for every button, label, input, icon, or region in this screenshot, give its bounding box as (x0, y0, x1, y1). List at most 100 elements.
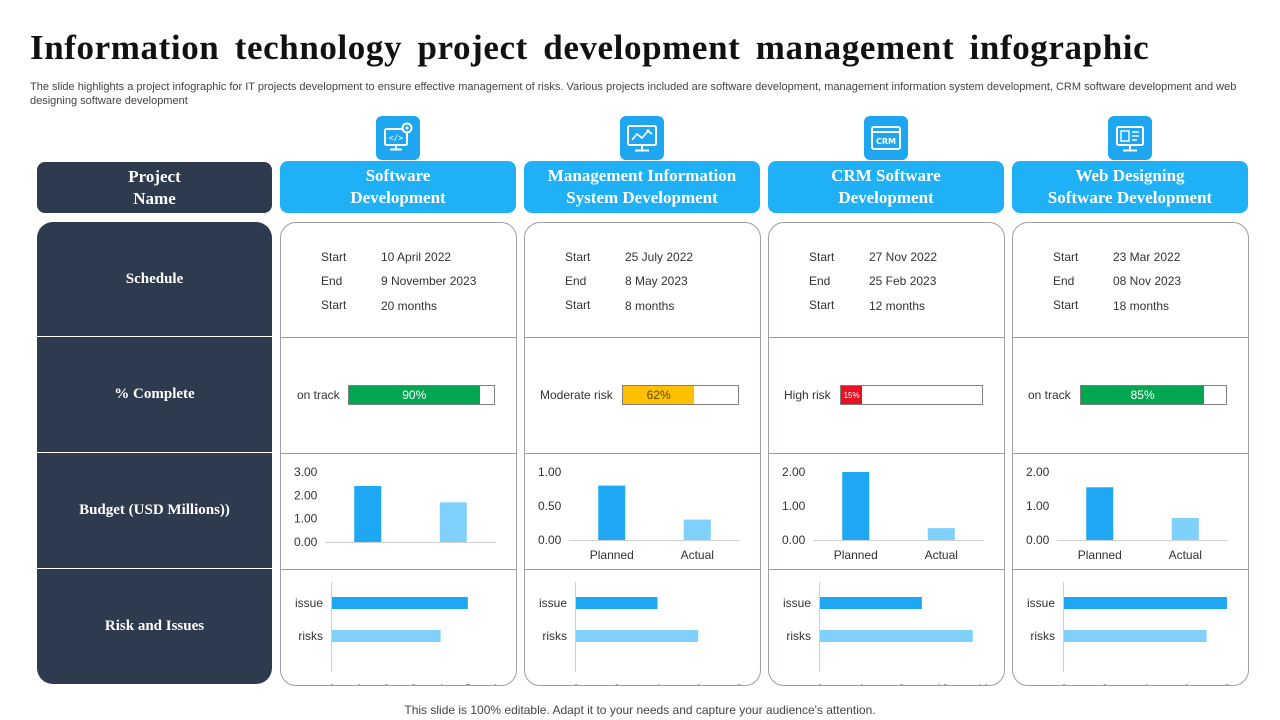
budget-chart: 0.00 0.50 1.00 Planned Actual (538, 465, 740, 562)
risk-chart: 0 2 4 6 8 issue risks (1027, 582, 1230, 685)
card-divider (769, 337, 1004, 338)
row-header-budget: Budget (USD Millions)) (79, 502, 230, 518)
schedule-value: 8 months (625, 299, 675, 313)
risk-chart: 0 2 4 6 8 issue risks (539, 582, 742, 685)
x-tick-label: 8 (1224, 683, 1230, 685)
card-divider (525, 453, 760, 454)
y-category-label: risks (542, 629, 567, 643)
budget-chart: 0.00 1.00 2.00 Planned Actual (782, 465, 984, 562)
card-divider (1013, 569, 1248, 570)
x-tick-label: 2 (614, 683, 620, 685)
schedule-label: End (1053, 274, 1075, 288)
progress-value: 85% (1130, 388, 1155, 402)
y-category-label: risks (1030, 629, 1055, 643)
x-tick-label: 6 (492, 683, 498, 685)
card-divider (525, 337, 760, 338)
project-header-web: Web Designing Software Development (1012, 161, 1248, 213)
y-tick-label: 3.00 (294, 465, 318, 479)
progress-value: 62% (646, 388, 671, 402)
schedule-value: 18 months (1113, 299, 1170, 313)
y-tick-label: 1.00 (1026, 499, 1050, 513)
row-header-schedule: Schedule (125, 271, 184, 287)
x-category-label: Planned (1078, 548, 1122, 562)
y-category-label: issue (1027, 596, 1055, 610)
row-divider (37, 336, 272, 337)
card-divider (281, 453, 516, 454)
x-tick-label: 0 (817, 683, 823, 685)
y-tick-label: 0.00 (294, 535, 318, 549)
y-tick-label: 0.00 (538, 533, 562, 547)
y-category-label: issue (539, 596, 567, 610)
schedule-label: Start (1053, 250, 1079, 264)
x-tick-label: 4 (858, 683, 864, 685)
x-tick-label: 0 (329, 683, 335, 685)
y-category-label: risks (786, 629, 811, 643)
x-tick-label: 4 (1142, 683, 1148, 685)
project-header-crm: CRM Software Development (768, 161, 1004, 213)
project-name-header: Project Name (37, 162, 272, 213)
planned-bar (1086, 487, 1114, 540)
budget-chart: 0.00 1.00 2.00 3.00 (294, 465, 496, 549)
risk-bar (332, 630, 441, 642)
project-header-mis: Management Information System Developmen… (524, 161, 760, 213)
x-tick-label: 8 (736, 683, 742, 685)
schedule-value: 8 May 2023 (625, 274, 688, 288)
crm-window-icon: CRM (864, 116, 908, 160)
actual-bar (927, 528, 955, 540)
schedule-value: 23 Mar 2022 (1113, 250, 1181, 264)
progress-bar: 90% (348, 385, 495, 405)
project-card-web: Start 23 Mar 2022 End 08 Nov 2023 Start … (1012, 222, 1249, 686)
project-name: Software Development (350, 166, 446, 207)
project-header-software: Software Development (280, 161, 516, 213)
y-tick-label: 0.50 (538, 499, 562, 513)
schedule-value: 27 Nov 2022 (869, 250, 938, 264)
schedule-value: 9 November 2023 (381, 274, 477, 288)
risk-bar (1064, 630, 1207, 642)
x-tick-label: 4 (654, 683, 660, 685)
y-category-label: risks (298, 629, 323, 643)
progress-fill: 62% (623, 386, 695, 404)
issue-bar (1064, 597, 1227, 609)
x-tick-label: 4 (438, 683, 444, 685)
planned-bar (598, 485, 626, 540)
schedule-label: Start (809, 250, 835, 264)
x-tick-label: 16 (977, 683, 989, 685)
x-tick-label: 3 (410, 683, 416, 685)
progress-value: 90% (402, 388, 427, 402)
project-card-software: Start 10 April 2022 End 9 November 2023 … (280, 222, 517, 686)
x-tick-label: 1 (356, 683, 362, 685)
schedule-label: End (565, 274, 587, 288)
footer-note: This slide is 100% editable. Adapt it to… (404, 703, 876, 717)
budget-chart: 0.00 1.00 2.00 Planned Actual (1026, 465, 1228, 562)
progress-bar: 62% (622, 385, 739, 405)
planned-bar (354, 486, 382, 542)
risk-chart: 0 1 2 3 4 5 6 issue risks (295, 582, 498, 685)
x-tick-label: 6 (695, 683, 701, 685)
code-monitor-gear-icon: </> (376, 116, 420, 160)
schedule-label: End (321, 274, 343, 288)
dashboard-monitor-icon (620, 116, 664, 160)
y-category-label: issue (295, 596, 323, 610)
card-divider (1013, 453, 1248, 454)
schedule-value: 25 July 2022 (625, 250, 694, 264)
x-tick-label: 8 (898, 683, 904, 685)
status-label: on track (1028, 388, 1071, 402)
card-divider (769, 453, 1004, 454)
x-category-label: Actual (925, 548, 958, 562)
risk-chart: 0 4 8 12 16 issue risks (783, 582, 989, 685)
status-label: on track (297, 388, 340, 402)
progress-fill: 15% (841, 386, 863, 404)
row-header-risk: Risk and Issues (104, 618, 205, 634)
risk-bar (576, 630, 699, 642)
progress-value: 15% (843, 390, 860, 400)
x-tick-label: 5 (465, 683, 471, 685)
schedule-label: Start (321, 298, 347, 312)
status-label: High risk (784, 388, 831, 402)
actual-bar (1171, 517, 1199, 540)
schedule-label: Start (565, 298, 591, 312)
x-category-label: Actual (1169, 548, 1202, 562)
row-headers-panel: Schedule % Complete Budget (USD Millions… (37, 222, 272, 684)
x-category-label: Actual (681, 548, 714, 562)
schedule-value: 08 Nov 2023 (1113, 274, 1182, 288)
y-tick-label: 2.00 (782, 465, 806, 479)
